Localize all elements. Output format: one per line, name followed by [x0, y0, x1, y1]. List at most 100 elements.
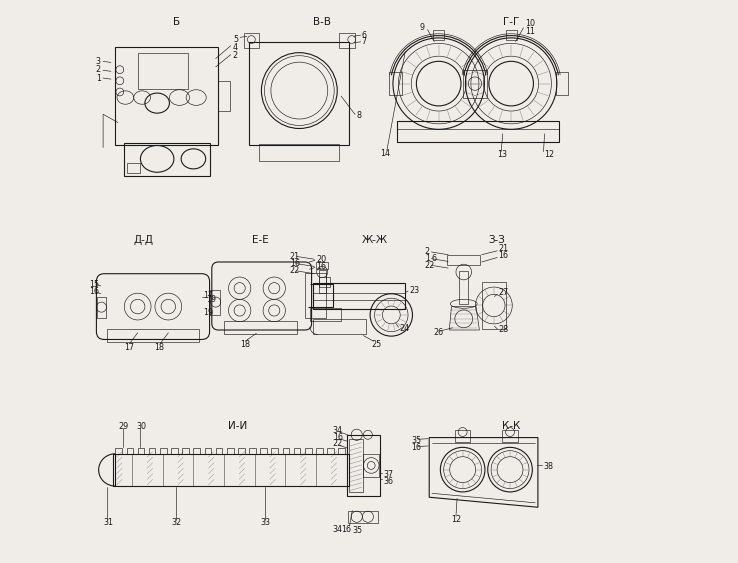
- Text: 25: 25: [372, 340, 382, 349]
- Bar: [227, 448, 233, 454]
- Bar: [482, 282, 506, 329]
- Bar: [503, 430, 518, 442]
- Text: 17: 17: [203, 291, 213, 300]
- Bar: [244, 33, 259, 48]
- Text: 27: 27: [498, 288, 508, 297]
- Text: 12: 12: [452, 515, 462, 524]
- Bar: [283, 448, 289, 454]
- Bar: [126, 163, 140, 173]
- Text: 16: 16: [498, 251, 508, 260]
- Bar: [224, 321, 297, 334]
- Bar: [447, 254, 480, 265]
- Bar: [171, 448, 178, 454]
- Text: В-В: В-В: [313, 17, 331, 27]
- Text: Е-Е: Е-Е: [252, 235, 269, 245]
- Text: 38: 38: [543, 462, 554, 471]
- Bar: [506, 30, 517, 40]
- Text: 12: 12: [545, 150, 555, 159]
- Text: 13: 13: [497, 150, 507, 159]
- Bar: [210, 290, 220, 315]
- Bar: [215, 448, 222, 454]
- Text: 34: 34: [333, 426, 342, 435]
- Bar: [115, 47, 218, 145]
- Text: 37: 37: [383, 471, 393, 480]
- Text: 18: 18: [154, 343, 165, 352]
- Text: 8: 8: [356, 111, 361, 120]
- Bar: [249, 42, 350, 145]
- Bar: [126, 448, 133, 454]
- Text: 19: 19: [203, 307, 213, 316]
- Text: Г-Г: Г-Г: [503, 17, 520, 27]
- Text: 31: 31: [103, 519, 113, 528]
- Text: 9: 9: [419, 23, 424, 32]
- Bar: [97, 297, 106, 318]
- Bar: [433, 30, 444, 40]
- Text: 15: 15: [89, 280, 100, 289]
- Bar: [339, 33, 355, 48]
- Text: 4: 4: [232, 43, 238, 52]
- Bar: [305, 448, 311, 454]
- Bar: [124, 143, 210, 176]
- Text: 35: 35: [411, 436, 421, 445]
- Text: 16: 16: [411, 443, 421, 452]
- Bar: [113, 454, 350, 486]
- Bar: [294, 448, 300, 454]
- Bar: [261, 448, 267, 454]
- Text: 34: 34: [333, 525, 342, 534]
- Bar: [272, 448, 278, 454]
- Bar: [463, 70, 487, 97]
- Bar: [218, 81, 230, 111]
- Text: 1: 1: [96, 74, 101, 83]
- Text: 10: 10: [525, 20, 535, 29]
- Text: 16: 16: [89, 287, 99, 296]
- Bar: [316, 262, 328, 269]
- Text: Ж-Ж: Ж-Ж: [362, 235, 387, 245]
- Text: 11: 11: [525, 26, 535, 35]
- Text: 18: 18: [240, 340, 249, 349]
- Text: 29: 29: [118, 422, 128, 431]
- Bar: [138, 448, 145, 454]
- Bar: [259, 144, 339, 160]
- Bar: [388, 73, 402, 95]
- Text: 36: 36: [383, 477, 393, 486]
- Text: 2: 2: [232, 51, 238, 60]
- Text: 16: 16: [290, 259, 300, 268]
- Text: 35: 35: [352, 526, 362, 535]
- Bar: [115, 448, 122, 454]
- Bar: [319, 277, 330, 287]
- Bar: [313, 319, 366, 334]
- Text: 26: 26: [433, 328, 444, 337]
- Bar: [182, 448, 189, 454]
- Bar: [313, 283, 405, 310]
- Bar: [338, 448, 345, 454]
- Bar: [347, 435, 380, 496]
- Text: 28: 28: [498, 325, 508, 334]
- Text: 24: 24: [400, 324, 410, 333]
- Text: Д-Д: Д-Д: [134, 235, 154, 245]
- Text: 2: 2: [425, 248, 430, 257]
- Text: К-К: К-К: [502, 422, 520, 431]
- Text: 20: 20: [316, 254, 326, 263]
- Bar: [149, 448, 156, 454]
- Bar: [305, 273, 326, 318]
- Text: 22: 22: [425, 261, 435, 270]
- Text: 32: 32: [171, 519, 182, 528]
- Text: 21: 21: [290, 252, 300, 261]
- Text: 23: 23: [409, 287, 419, 296]
- Bar: [160, 448, 167, 454]
- Bar: [238, 448, 245, 454]
- Bar: [204, 448, 211, 454]
- Text: 16: 16: [316, 262, 326, 271]
- Text: 5: 5: [233, 34, 238, 43]
- Text: 22: 22: [333, 439, 343, 448]
- Bar: [193, 448, 200, 454]
- Text: 7: 7: [362, 37, 367, 46]
- Text: 19: 19: [206, 295, 216, 304]
- Bar: [311, 309, 341, 320]
- Bar: [249, 448, 256, 454]
- Bar: [459, 271, 468, 304]
- Bar: [107, 329, 199, 342]
- Bar: [397, 121, 559, 142]
- Text: 6: 6: [362, 30, 367, 39]
- Bar: [455, 430, 470, 442]
